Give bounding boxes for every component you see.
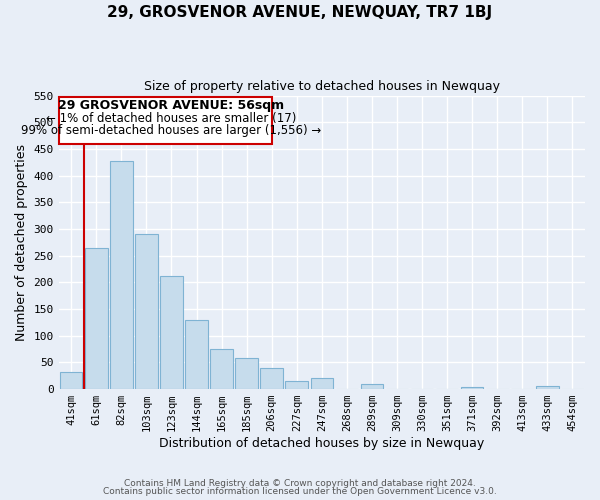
Bar	[260, 368, 283, 389]
Bar	[135, 234, 158, 389]
Bar	[110, 160, 133, 389]
Bar	[60, 372, 82, 389]
Text: ← 1% of detached houses are smaller (17): ← 1% of detached houses are smaller (17)	[46, 112, 296, 124]
Text: Contains public sector information licensed under the Open Government Licence v3: Contains public sector information licen…	[103, 487, 497, 496]
Bar	[85, 248, 107, 389]
Text: 29 GROSVENOR AVENUE: 56sqm: 29 GROSVENOR AVENUE: 56sqm	[58, 100, 284, 112]
Bar	[361, 384, 383, 389]
Bar	[185, 320, 208, 389]
Bar	[536, 386, 559, 389]
Bar	[211, 349, 233, 389]
Text: 29, GROSVENOR AVENUE, NEWQUAY, TR7 1BJ: 29, GROSVENOR AVENUE, NEWQUAY, TR7 1BJ	[107, 5, 493, 20]
Bar	[286, 381, 308, 389]
Bar	[235, 358, 258, 389]
Bar	[311, 378, 333, 389]
Title: Size of property relative to detached houses in Newquay: Size of property relative to detached ho…	[144, 80, 500, 93]
Bar	[461, 387, 484, 389]
Bar	[160, 276, 183, 389]
Y-axis label: Number of detached properties: Number of detached properties	[15, 144, 28, 341]
Text: 99% of semi-detached houses are larger (1,556) →: 99% of semi-detached houses are larger (…	[22, 124, 322, 137]
Text: Contains HM Land Registry data © Crown copyright and database right 2024.: Contains HM Land Registry data © Crown c…	[124, 478, 476, 488]
X-axis label: Distribution of detached houses by size in Newquay: Distribution of detached houses by size …	[159, 437, 484, 450]
FancyBboxPatch shape	[59, 96, 272, 144]
